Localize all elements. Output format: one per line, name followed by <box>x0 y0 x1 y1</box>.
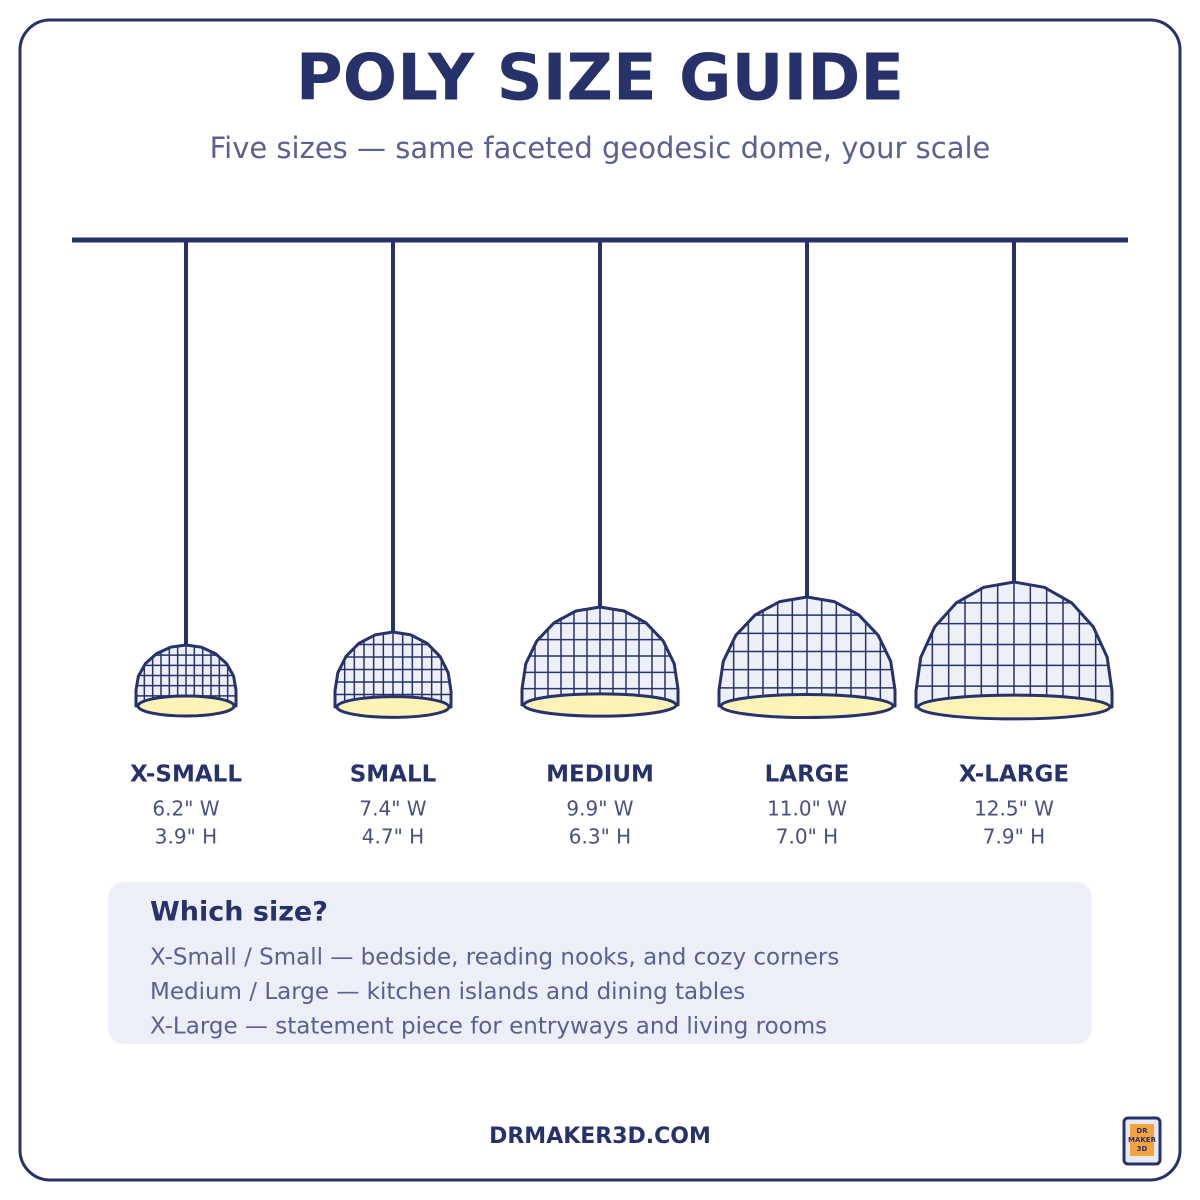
subtitle: Five sizes — same faceted geodesic dome,… <box>210 131 991 165</box>
dome-rim <box>522 692 678 718</box>
dome-rim <box>916 693 1112 721</box>
dome-outline <box>134 643 238 708</box>
lamps: X-SMALL 6.2" W 3.9" H SMALL 7.4" W 4.7" H MEDI… <box>130 240 1114 849</box>
size-height: 7.0" H <box>776 825 838 849</box>
dome-outline <box>717 595 897 708</box>
logo-text: DRMAKER3D <box>1128 1127 1157 1153</box>
size-height: 4.7" H <box>362 825 424 849</box>
size-name: LARGE <box>765 762 850 788</box>
dome-rim <box>136 694 236 718</box>
footer-url: DRMAKER3D.COM <box>489 1124 711 1149</box>
logo-line: 3D <box>1137 1145 1148 1153</box>
dome-rim <box>719 692 895 720</box>
logo-line: MAKER <box>1128 1136 1157 1144</box>
logo <box>1122 1116 1162 1166</box>
tip-line: X-Large — statement piece for entryways … <box>150 1014 827 1040</box>
tips-heading: Which size? <box>150 897 328 928</box>
size-height: 7.9" H <box>983 825 1045 849</box>
logo-badge <box>1130 1124 1154 1156</box>
size-width: 9.9" W <box>566 797 633 821</box>
size-width: 6.2" W <box>152 797 219 821</box>
dome-outline <box>333 630 453 709</box>
size-name: MEDIUM <box>546 762 654 788</box>
size-name: X-SMALL <box>130 762 242 788</box>
size-name: SMALL <box>350 762 437 788</box>
tips-lines: X-Small / Small — bedside, reading nooks… <box>150 945 839 1040</box>
dome-outline <box>914 580 1114 709</box>
dome-rim <box>335 695 451 719</box>
tip-line: Medium / Large — kitchen islands and din… <box>150 979 745 1005</box>
tip-line: X-Small / Small — bedside, reading nooks… <box>150 945 839 971</box>
size-height: 6.3" H <box>569 825 631 849</box>
size-width: 12.5" W <box>974 797 1054 821</box>
size-width: 11.0" W <box>767 797 847 821</box>
size-height: 3.9" H <box>155 825 217 849</box>
dome-outline <box>520 605 680 707</box>
size-name: X-LARGE <box>959 762 1069 788</box>
size-width: 7.4" W <box>359 797 426 821</box>
title: POLY SIZE GUIDE <box>296 42 904 116</box>
logo-line: DR <box>1136 1127 1148 1135</box>
tips-box <box>108 882 1092 1044</box>
